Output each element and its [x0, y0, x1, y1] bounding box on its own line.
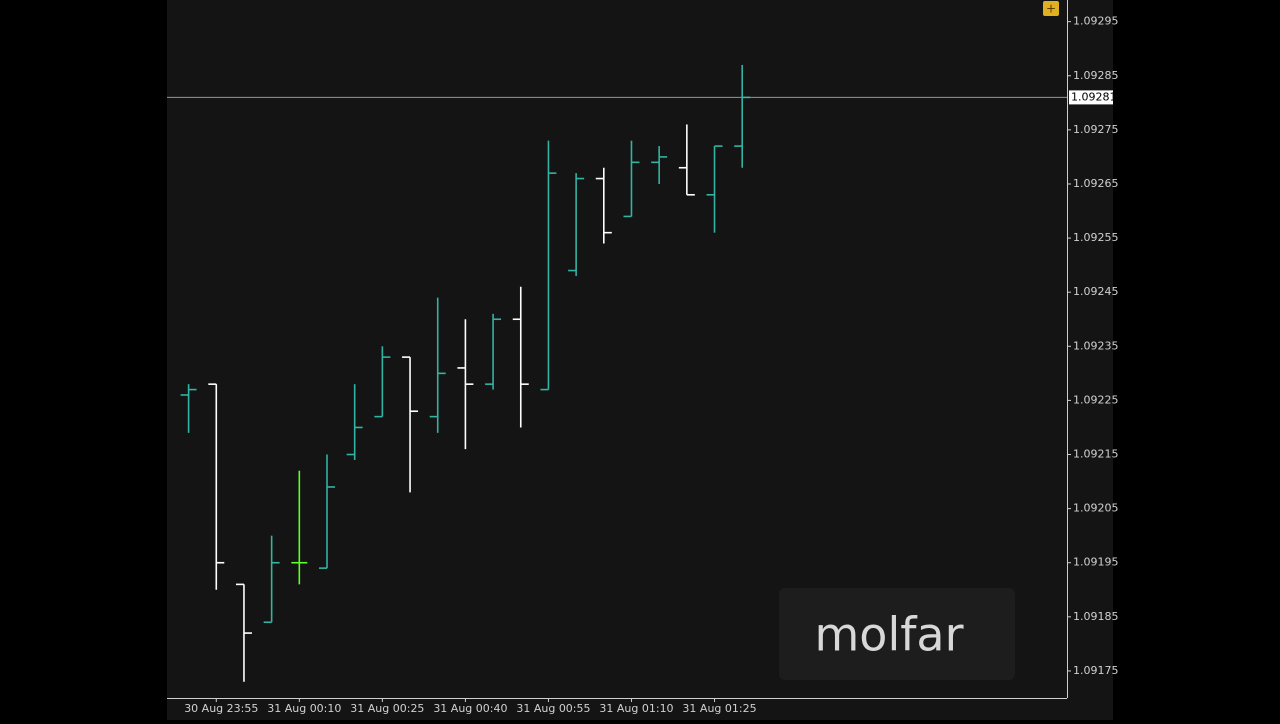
watermark-box: [779, 588, 1015, 680]
x-tick-label: 31 Aug 00:25: [350, 702, 424, 715]
y-tick-label: 1.09295: [1073, 15, 1119, 28]
y-tick-label: 1.09255: [1073, 231, 1119, 244]
y-tick-label: 1.09225: [1073, 393, 1119, 406]
y-tick-label: 1.09185: [1073, 610, 1119, 623]
x-tick-label: 31 Aug 00:10: [267, 702, 341, 715]
y-tick-label: 1.09245: [1073, 285, 1119, 298]
x-tick-label: 30 Aug 23:55: [184, 702, 258, 715]
y-tick-label: 1.09205: [1073, 502, 1119, 515]
y-tick-label: 1.09285: [1073, 69, 1119, 82]
y-tick-label: 1.09175: [1073, 664, 1119, 677]
y-tick-label: 1.09265: [1073, 177, 1119, 190]
y-tick-label: 1.09275: [1073, 123, 1119, 136]
last-price-box: [1069, 90, 1113, 105]
x-tick-label: 31 Aug 00:40: [433, 702, 507, 715]
y-tick-label: 1.09215: [1073, 448, 1119, 461]
y-tick-label: 1.09195: [1073, 556, 1119, 569]
x-tick-label: 31 Aug 00:55: [516, 702, 590, 715]
x-tick-label: 31 Aug 01:25: [682, 702, 756, 715]
add-button[interactable]: [1043, 1, 1059, 16]
add-button-icon[interactable]: +: [1046, 2, 1056, 16]
last-price-label: 1.09281: [1071, 90, 1117, 103]
x-tick-label: 31 Aug 01:10: [599, 702, 673, 715]
y-tick-label: 1.09235: [1073, 339, 1119, 352]
watermark: molfar: [814, 608, 963, 662]
